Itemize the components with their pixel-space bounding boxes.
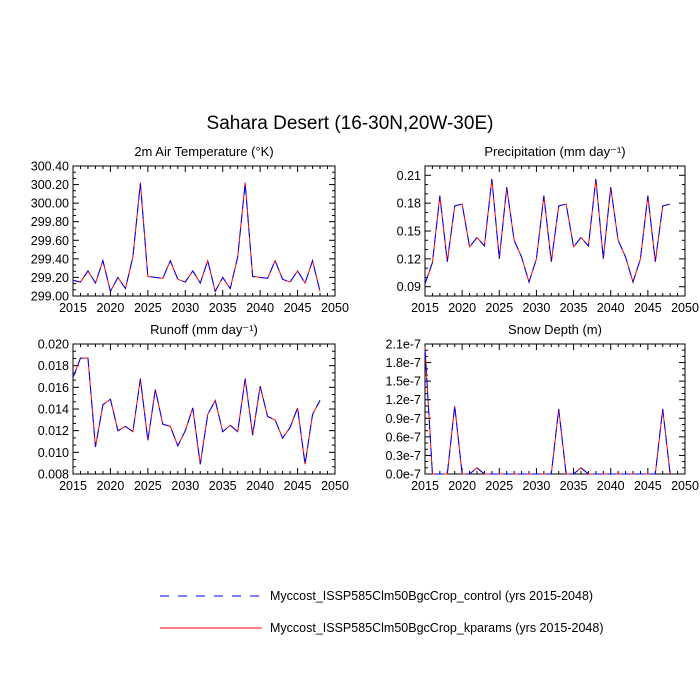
y-tick-label: 1.5e-7 <box>386 375 421 389</box>
panel-title: Snow Depth (m) <box>508 322 602 337</box>
x-tick-label: 2045 <box>284 301 312 315</box>
panel-title: Runoff (mm day⁻¹) <box>150 322 258 337</box>
x-tick-label: 2035 <box>560 479 588 493</box>
x-tick-label: 2020 <box>97 301 125 315</box>
x-tick-label: 2020 <box>448 479 476 493</box>
x-tick-label: 2045 <box>634 479 662 493</box>
legend: Myccost_ISSP585Clm50BgcCrop_control (yrs… <box>160 589 603 635</box>
plot-frame <box>72 165 336 297</box>
x-tick-label: 2015 <box>59 301 87 315</box>
y-tick-label: 300.40 <box>31 160 69 174</box>
panel-snow-depth: Snow Depth (m) 2015 2020 2025 2030 2035 2040 20… <box>386 322 699 493</box>
panel-air-temperature: 2m Air Temperature (°K) 2015 2020 2025 2030 2… <box>31 144 349 315</box>
x-tick-label: 2050 <box>321 301 349 315</box>
series-line-control <box>424 350 671 475</box>
y-tick-label: 0.012 <box>38 424 69 438</box>
x-tick-label: 2025 <box>134 479 162 493</box>
y-tick-label: 299.60 <box>31 234 69 248</box>
y-tick-label: 299.40 <box>31 252 69 266</box>
y-tick-label: 0.016 <box>38 381 69 395</box>
x-tick-label: 2030 <box>171 301 199 315</box>
series-line-kparams <box>424 178 671 285</box>
panel-title: Precipitation (mm day⁻¹) <box>484 144 625 159</box>
panel-precipitation: Precipitation (mm day⁻¹) 2015 2020 2025 2030… <box>397 144 699 315</box>
series-line-control <box>72 183 321 293</box>
x-tick-label: 2050 <box>321 479 349 493</box>
y-tick-label: 300.20 <box>31 178 69 192</box>
y-tick-label: 0.09 <box>397 280 421 294</box>
x-tick-label: 2025 <box>485 479 513 493</box>
x-tick-label: 2030 <box>523 301 551 315</box>
x-tick-label: 2035 <box>560 301 588 315</box>
x-tick-label: 2025 <box>485 301 513 315</box>
x-tick-label: 2045 <box>634 301 662 315</box>
x-tick-label: 2030 <box>171 479 199 493</box>
x-tick-label: 2050 <box>671 479 699 493</box>
x-tick-label: 2040 <box>246 301 274 315</box>
y-tick-label: 0.12 <box>397 252 421 266</box>
x-tick-label: 2035 <box>209 301 237 315</box>
x-tick-label: 2015 <box>411 301 439 315</box>
y-tick-label: 0.0e-7 <box>386 468 421 482</box>
main-title: Sahara Desert (16-30N,20W-30E) <box>207 113 494 134</box>
y-tick-label: 0.020 <box>38 338 69 352</box>
x-tick-label: 2040 <box>246 479 274 493</box>
y-tick-label: 1.2e-7 <box>386 393 421 407</box>
y-tick-label: 0.9e-7 <box>386 412 421 426</box>
y-tick-label: 299.00 <box>31 290 69 304</box>
x-tick-label: 2045 <box>284 479 312 493</box>
x-tick-label: 2025 <box>134 301 162 315</box>
x-tick-label: 2015 <box>411 479 439 493</box>
x-tick-label: 2050 <box>671 301 699 315</box>
y-tick-label: 0.21 <box>397 169 421 183</box>
y-tick-label: 299.20 <box>31 271 69 285</box>
legend-label-control: Myccost_ISSP585Clm50BgcCrop_control (yrs… <box>270 589 593 603</box>
series-line-control <box>424 178 671 285</box>
y-tick-label: 0.010 <box>38 446 69 460</box>
panel-title: 2m Air Temperature (°K) <box>134 144 273 159</box>
series-line-kparams <box>424 347 671 475</box>
series-line-kparams <box>72 182 321 293</box>
series-line-kparams <box>72 357 321 465</box>
y-tick-label: 1.8e-7 <box>386 356 421 370</box>
y-tick-label: 300.00 <box>31 197 69 211</box>
x-tick-label: 2020 <box>448 301 476 315</box>
x-tick-label: 2015 <box>59 479 87 493</box>
plot-frame <box>424 343 686 475</box>
y-tick-label: 0.6e-7 <box>386 430 421 444</box>
y-tick-label: 0.3e-7 <box>386 449 421 463</box>
x-tick-label: 2035 <box>209 479 237 493</box>
y-tick-label: 0.018 <box>38 359 69 373</box>
x-tick-label: 2030 <box>523 479 551 493</box>
y-tick-label: 2.1e-7 <box>386 338 421 352</box>
legend-label-kparams: Myccost_ISSP585Clm50BgcCrop_kparams (yrs… <box>270 621 603 635</box>
x-tick-label: 2040 <box>597 479 625 493</box>
series-line-control <box>72 357 321 465</box>
y-tick-label: 0.15 <box>397 225 421 239</box>
x-tick-label: 2020 <box>97 479 125 493</box>
y-tick-label: 299.80 <box>31 215 69 229</box>
y-tick-label: 0.008 <box>38 468 69 482</box>
x-tick-label: 2040 <box>597 301 625 315</box>
panel-runoff: Runoff (mm day⁻¹) 2015 2020 2025 2030 2035 204… <box>38 322 349 493</box>
y-tick-label: 0.014 <box>38 403 69 417</box>
y-tick-label: 0.18 <box>397 197 421 211</box>
